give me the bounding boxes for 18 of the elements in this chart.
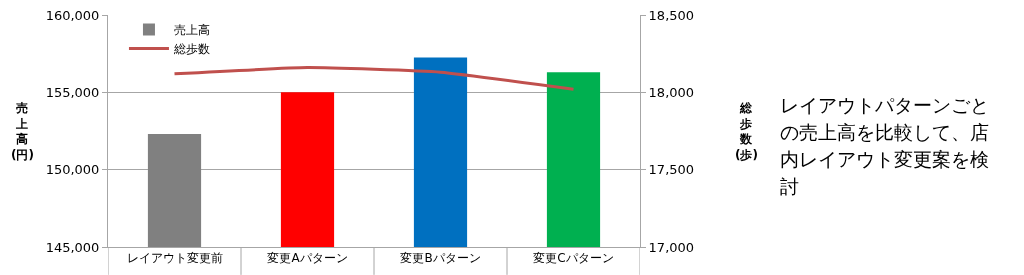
- y-tick-label: 145,000: [45, 239, 100, 255]
- x-tick-label: レイアウト変更前: [126, 251, 223, 266]
- y-tick-label: 155,000: [45, 84, 100, 100]
- y-tick-label: 160,000: [45, 7, 100, 23]
- y-tick-label: 150,000: [45, 162, 100, 178]
- x-tick-label: 変更Cパターン: [533, 251, 614, 266]
- y2-tick-label: 18,000: [648, 84, 695, 100]
- y-axis-title: 売上高(円): [11, 101, 34, 162]
- y2-tick-label: 17,500: [648, 162, 695, 178]
- legend-label: 総歩数: [172, 42, 210, 57]
- y2-axis-title: 総歩数(歩): [735, 101, 758, 162]
- y2-tick-label: 17,000: [648, 239, 695, 255]
- text: レイアウトパターンごとの売上高を比較して、店内レイアウト変更案を検討: [780, 93, 990, 199]
- x-tick-label: 変更Aパターン: [267, 251, 348, 266]
- y2-tick-label: 18,500: [648, 7, 695, 23]
- legend-label: 売上高: [173, 23, 210, 38]
- line-series: [173, 66, 575, 91]
- x-tick-label: 変更Bパターン: [400, 251, 481, 266]
